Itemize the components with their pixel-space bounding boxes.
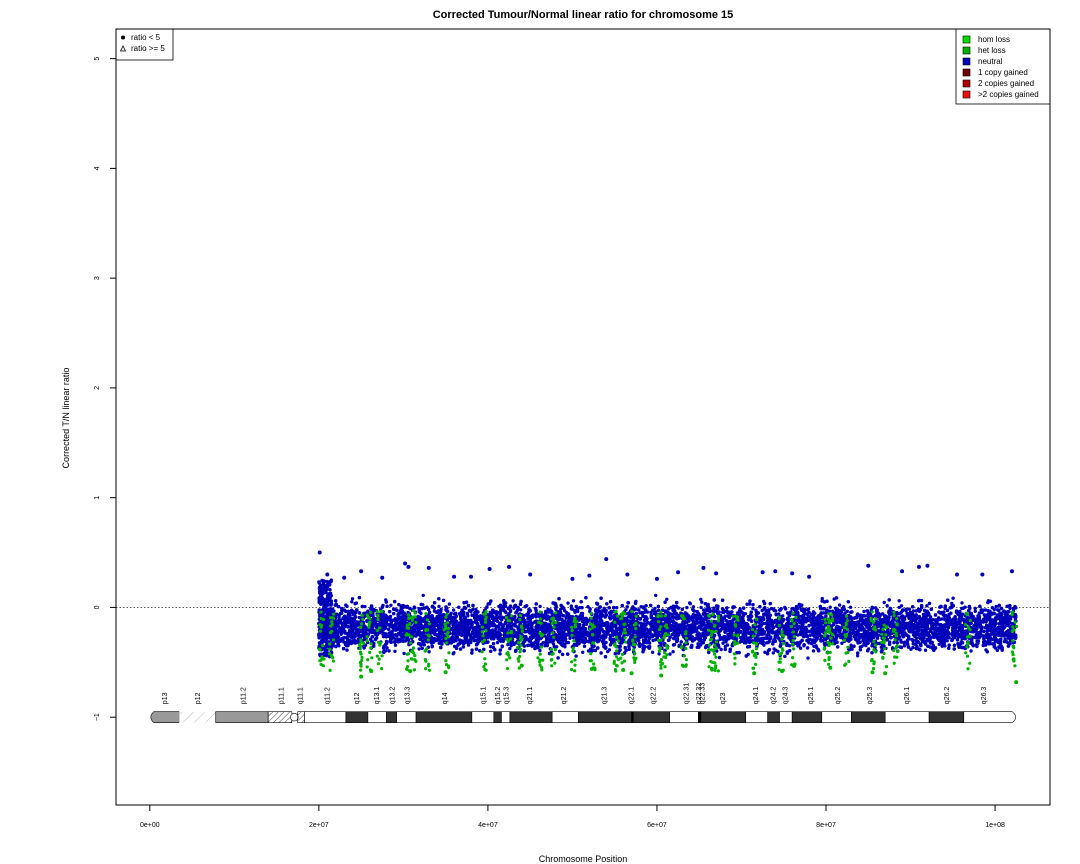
data-point xyxy=(688,601,692,605)
data-point xyxy=(671,650,675,654)
data-point xyxy=(751,603,755,607)
data-point xyxy=(885,604,889,608)
data-point xyxy=(665,597,669,601)
y-tick-label: 3 xyxy=(94,276,101,280)
data-point xyxy=(721,641,725,645)
data-point xyxy=(882,600,886,605)
data-point xyxy=(607,648,612,652)
data-point xyxy=(350,597,355,601)
data-point xyxy=(508,646,512,651)
data-point xyxy=(538,648,542,653)
data-point xyxy=(354,601,359,605)
data-point xyxy=(923,648,928,652)
data-point xyxy=(569,604,573,608)
data-point xyxy=(960,601,964,605)
data-point xyxy=(889,635,893,640)
x-tick-label: 6e+07 xyxy=(647,822,667,829)
data-point xyxy=(519,608,523,612)
data-point xyxy=(771,651,775,655)
data-point xyxy=(615,606,619,610)
data-point xyxy=(763,650,767,654)
data-point xyxy=(811,649,816,653)
data-point xyxy=(685,605,689,610)
data-point xyxy=(511,599,515,603)
data-point xyxy=(509,644,513,648)
data-point xyxy=(699,597,703,602)
data-point xyxy=(855,654,860,658)
data-point xyxy=(452,651,456,655)
data-point xyxy=(571,599,576,603)
data-point xyxy=(393,649,397,653)
point-cloud-layer xyxy=(317,578,1019,673)
y-tick-label: 1 xyxy=(94,496,101,500)
data-point xyxy=(506,642,510,647)
data-point xyxy=(892,640,896,645)
data-point xyxy=(427,650,431,654)
data-point xyxy=(417,608,421,613)
data-point xyxy=(973,609,977,613)
data-point xyxy=(345,648,349,652)
data-point xyxy=(486,640,490,644)
y-tick-label: −1 xyxy=(94,713,101,721)
x-tick-label: 4e+07 xyxy=(478,822,498,829)
data-point xyxy=(799,607,803,611)
data-point xyxy=(969,649,973,653)
data-point xyxy=(925,604,929,608)
data-point xyxy=(437,604,441,609)
data-point xyxy=(668,652,672,656)
y-tick-label: 2 xyxy=(94,386,101,390)
data-point xyxy=(700,600,704,604)
data-point xyxy=(907,607,912,611)
data-point xyxy=(837,603,842,607)
data-point xyxy=(451,608,456,612)
x-tick-label: 0e+00 xyxy=(140,822,160,829)
y-tick-label: 4 xyxy=(94,166,101,170)
chart-title: Corrected Tumour/Normal linear ratio for… xyxy=(433,9,734,21)
data-point xyxy=(848,605,853,609)
x-tick-label: 8e+07 xyxy=(816,822,836,829)
y-tick-label: 5 xyxy=(94,57,101,61)
data-point xyxy=(699,605,703,610)
y-tick-label: 0 xyxy=(94,605,101,609)
data-point xyxy=(402,651,406,656)
data-point xyxy=(715,649,719,653)
data-point xyxy=(389,603,393,607)
x-axis-label: Chromosome Position xyxy=(539,854,628,864)
data-point xyxy=(363,604,367,609)
data-point xyxy=(608,643,613,647)
data-point xyxy=(657,652,661,656)
data-point xyxy=(828,605,832,609)
x-tick-label: 1e+08 xyxy=(985,822,1005,829)
data-point xyxy=(672,642,677,647)
data-point xyxy=(574,654,578,658)
data-point xyxy=(806,656,810,660)
data-point xyxy=(751,606,755,611)
y-axis-label: Corrected T/N linear ratio xyxy=(61,368,71,469)
x-tick-label: 2e+07 xyxy=(309,822,329,829)
data-point xyxy=(990,606,995,610)
data-point xyxy=(350,600,354,604)
data-point xyxy=(715,607,720,611)
